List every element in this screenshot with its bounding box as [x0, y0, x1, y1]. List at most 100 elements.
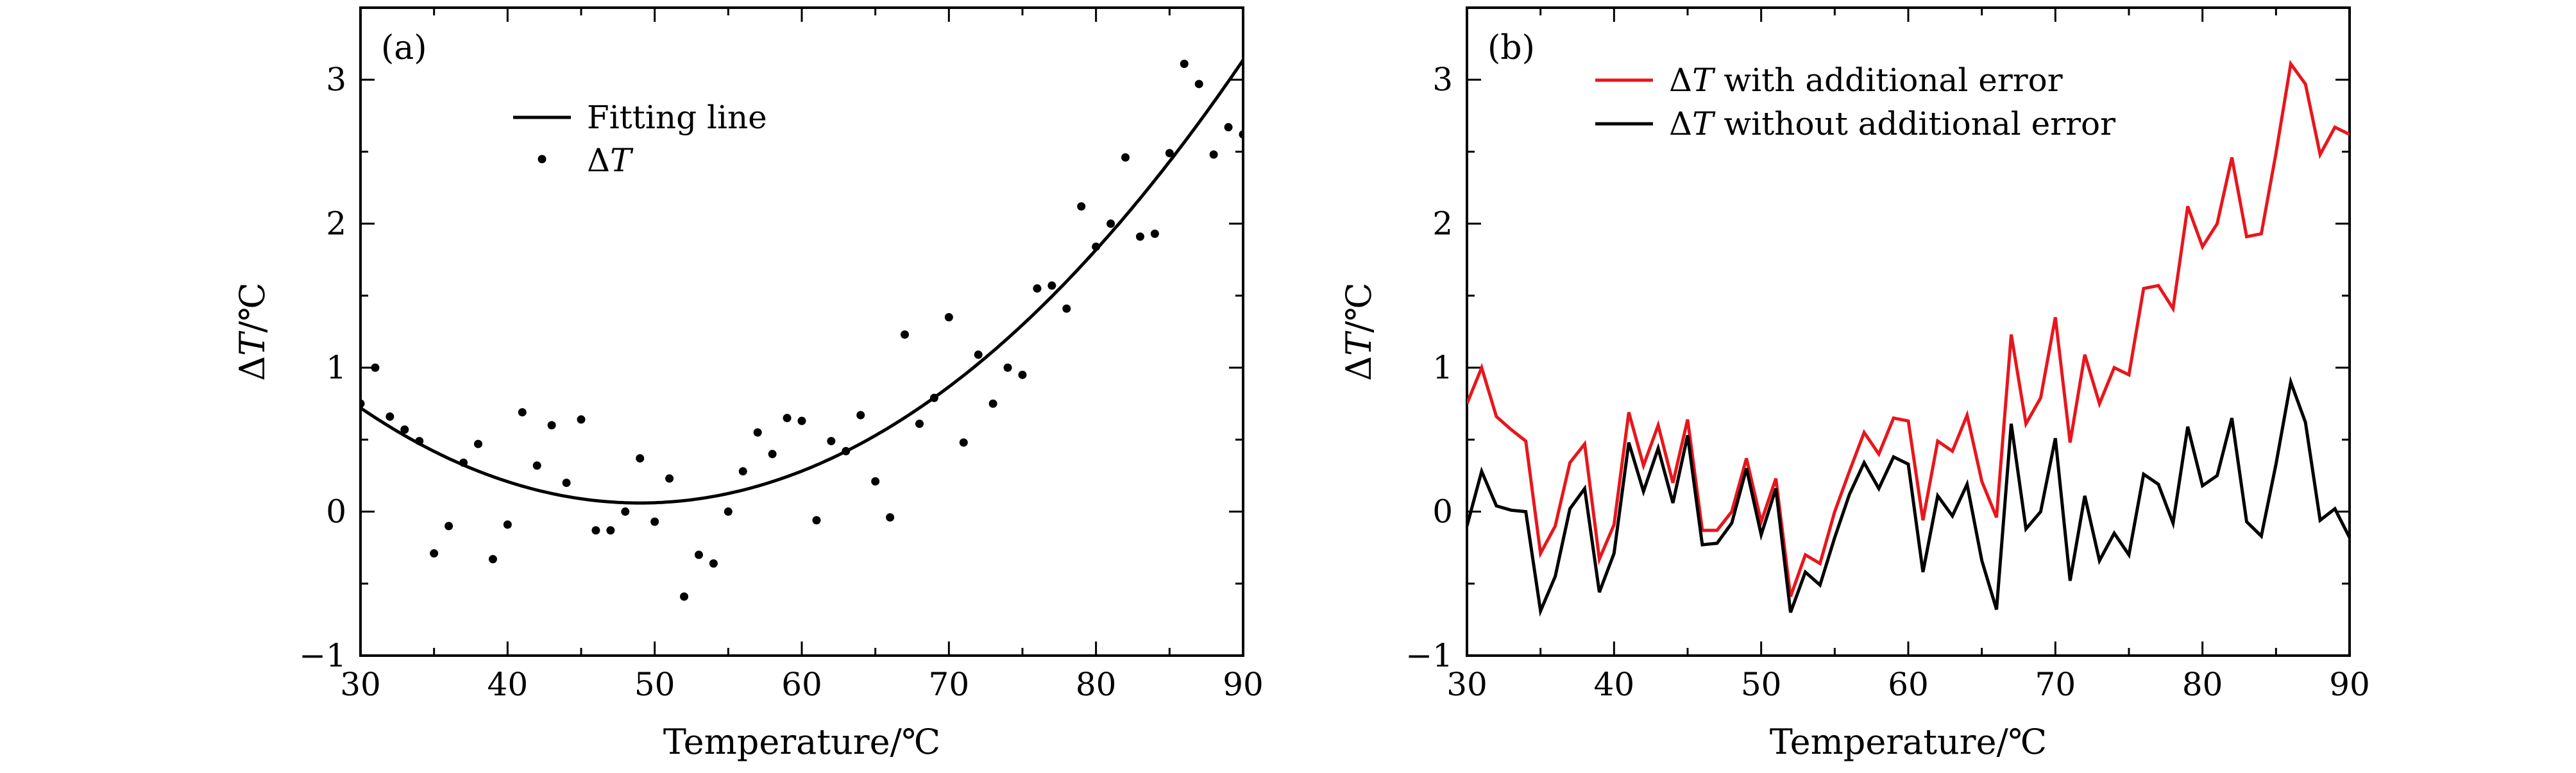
- data-point: [371, 363, 380, 372]
- legend-label-fitting: Fitting line: [587, 99, 767, 136]
- data-point: [665, 474, 674, 483]
- x-tick-label: 80: [2182, 666, 2223, 703]
- data-point: [650, 517, 659, 526]
- x-tick-label: 90: [2329, 666, 2370, 703]
- data-point: [473, 439, 482, 448]
- data-point: [1033, 284, 1042, 293]
- data-point: [445, 522, 453, 531]
- x-tick-label: 80: [1076, 666, 1117, 703]
- data-point: [606, 526, 615, 535]
- data-point: [1194, 80, 1203, 89]
- y-tick-label: −1: [1405, 637, 1453, 674]
- x-axis-label: Temperature/℃: [1770, 722, 2047, 762]
- data-point: [1077, 202, 1086, 211]
- data-point: [842, 446, 851, 455]
- data-point: [783, 414, 792, 423]
- data-point: [621, 507, 630, 516]
- data-point: [459, 458, 468, 467]
- y-axis-label: ΔT/℃: [232, 282, 273, 381]
- series-line-with-error: [1467, 60, 2350, 597]
- data-point: [1135, 232, 1144, 241]
- panel-a: 30 40 50 60 70 80 90 −1 0 1 2 3 Temperature/℃ ΔT/℃ (a)…: [232, 6, 1264, 762]
- data-point: [430, 549, 439, 558]
- y-tick-label: 2: [326, 205, 346, 242]
- y-tick-label: 3: [1432, 61, 1453, 98]
- data-point: [1003, 363, 1012, 372]
- x-tick-label: 30: [1446, 666, 1487, 703]
- data-point: [1224, 123, 1233, 132]
- data-point: [1018, 370, 1027, 379]
- x-tick-label: 50: [634, 666, 675, 703]
- data-point: [386, 412, 394, 421]
- plot-area: [360, 59, 1243, 601]
- x-tick-label: 70: [929, 666, 970, 703]
- panel-b: 30 40 50 60 70 80 90 −1 0 1 2 3 Temperature/℃ ΔT/℃ (b)…: [1339, 6, 2370, 762]
- series-line-without-error: [1467, 376, 2350, 617]
- x-tick-label: 40: [1594, 666, 1635, 703]
- y-tick-label: 1: [1432, 349, 1453, 386]
- data-point: [768, 450, 777, 459]
- y-tick-label: 0: [1432, 493, 1453, 531]
- x-tick-label: 50: [1741, 666, 1782, 703]
- data-point: [709, 559, 718, 568]
- plot-area: [1467, 60, 2350, 617]
- data-point: [1106, 219, 1115, 228]
- y-tick-label: 0: [326, 493, 346, 531]
- x-tick-label: 60: [1888, 666, 1929, 703]
- x-tick-label: 90: [1223, 666, 1264, 703]
- data-point: [738, 467, 747, 476]
- panel-label: (b): [1487, 29, 1535, 67]
- data-point: [929, 393, 938, 402]
- data-point: [797, 416, 806, 425]
- data-point: [694, 550, 703, 559]
- data-point: [591, 526, 600, 535]
- data-point: [1150, 229, 1159, 238]
- x-tick-label: 60: [781, 666, 822, 703]
- y-tick-label: −1: [299, 637, 346, 674]
- data-point: [562, 479, 571, 488]
- data-point: [974, 350, 983, 359]
- data-point: [724, 507, 733, 516]
- data-point: [753, 428, 762, 437]
- data-point: [901, 330, 910, 339]
- x-tick-label: 40: [487, 666, 529, 703]
- data-point: [812, 516, 821, 525]
- data-point: [915, 420, 924, 429]
- data-point: [1121, 153, 1130, 162]
- y-tick-label: 3: [326, 61, 346, 98]
- data-point: [827, 437, 836, 446]
- legend-marker-deltaT: [538, 155, 547, 164]
- data-point: [400, 425, 409, 434]
- data-point: [518, 408, 527, 417]
- data-point: [886, 513, 895, 522]
- data-point: [871, 477, 880, 486]
- data-point: [1180, 60, 1189, 69]
- data-point: [1239, 130, 1243, 139]
- legend-label-deltaT: ΔT: [587, 142, 634, 179]
- data-point: [1047, 281, 1056, 290]
- data-point: [1165, 149, 1174, 158]
- data-point: [415, 437, 424, 446]
- data-point: [636, 454, 645, 463]
- data-point: [1092, 242, 1101, 251]
- data-point: [503, 520, 512, 529]
- y-tick-label: 1: [326, 349, 346, 386]
- data-point: [959, 438, 968, 447]
- y-axis-label: ΔT/℃: [1339, 282, 1379, 381]
- data-point: [577, 415, 586, 424]
- x-tick-label: 70: [2035, 666, 2076, 703]
- data-point: [1062, 304, 1071, 313]
- data-point: [488, 555, 497, 564]
- x-axis-label: Temperature/℃: [663, 722, 940, 762]
- data-point: [547, 421, 556, 430]
- legend-label-with-error: ΔT with additional error: [1669, 62, 2063, 99]
- data-point: [856, 411, 865, 420]
- data-point: [944, 313, 953, 322]
- data-point: [1209, 150, 1218, 159]
- panel-label: (a): [381, 29, 427, 67]
- data-point: [988, 399, 997, 408]
- data-point: [360, 399, 365, 408]
- legend-label-without-error: ΔT without additional error: [1669, 105, 2115, 142]
